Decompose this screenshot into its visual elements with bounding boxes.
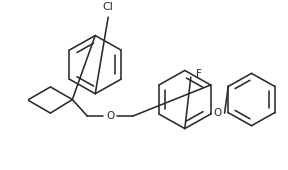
Text: F: F (196, 69, 202, 79)
Text: O: O (213, 108, 222, 118)
Text: O: O (106, 111, 114, 121)
Text: Cl: Cl (103, 2, 113, 12)
